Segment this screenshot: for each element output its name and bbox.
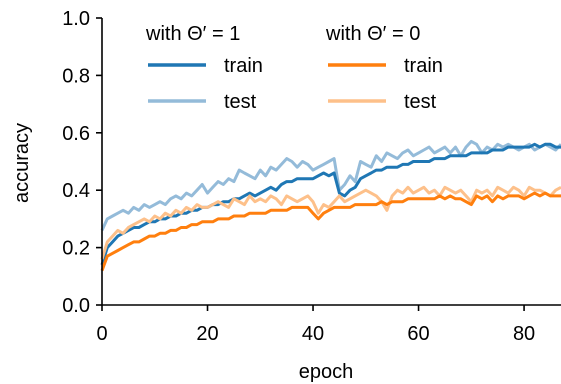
legend-label: test	[224, 91, 257, 113]
x-tick-label: 40	[302, 323, 324, 345]
series-line-1	[100, 139, 561, 232]
legend-header-2: with Θ′ = 0	[325, 23, 420, 45]
y-tick-label: 0.8	[62, 65, 90, 87]
legend-label: train	[224, 55, 263, 77]
x-tick-label: 20	[196, 323, 218, 345]
series-line-3	[100, 185, 561, 260]
legend-header-1: with Θ′ = 1	[145, 23, 240, 45]
legend: with Θ′ = 1 train test with Θ′ = 0 train test	[145, 23, 443, 113]
axes	[101, 18, 561, 306]
x-tick-label: 0	[96, 323, 107, 345]
legend-label: test	[404, 91, 437, 113]
y-tick-label: 0.0	[62, 295, 90, 317]
ticks: 0 20 40 60 80 0.0 0.2 0.4 0.6 0.8 1.0	[62, 8, 535, 345]
x-axis-title: epoch	[299, 361, 354, 383]
x-tick-label: 60	[407, 323, 429, 345]
y-axis-title: accuracy	[11, 123, 33, 203]
y-tick-label: 0.6	[62, 123, 90, 145]
x-tick-label: 80	[513, 323, 535, 345]
legend-label: train	[404, 55, 443, 77]
y-tick-label: 1.0	[62, 8, 90, 30]
series-line-2	[100, 142, 561, 266]
series-line-4	[100, 191, 561, 272]
series-layer	[100, 139, 561, 272]
y-tick-label: 0.4	[62, 180, 90, 202]
y-tick-label: 0.2	[62, 238, 90, 260]
